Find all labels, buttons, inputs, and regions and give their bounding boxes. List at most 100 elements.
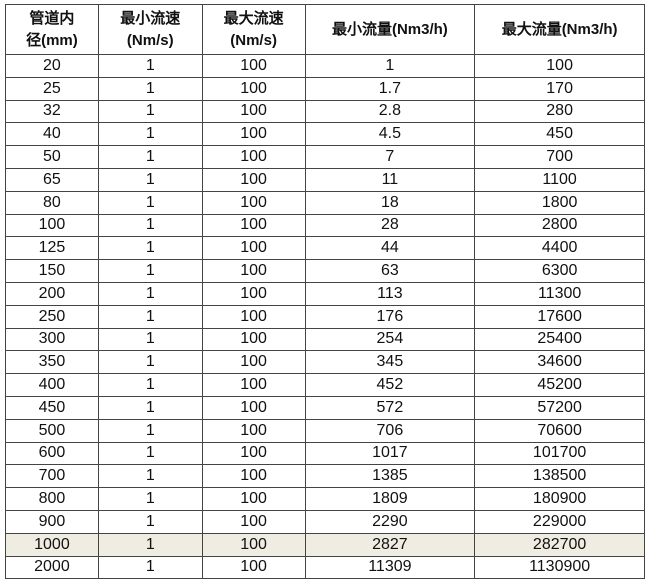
flow-rate-table: 管道内 径(mm) 最小流速 (Nm/s) 最大流速 (Nm/s) 最小流量(Nm3/h) 最… bbox=[5, 4, 645, 580]
cell-min-flow: 345 bbox=[304, 350, 476, 375]
header-text: 管道内 bbox=[29, 9, 75, 27]
cell-max-flow: 34600 bbox=[474, 350, 645, 375]
cell-max-flow: 2800 bbox=[474, 213, 645, 238]
cell-min-flow: 1385 bbox=[304, 464, 476, 489]
cell-max-velocity: 100 bbox=[201, 122, 306, 147]
cell-max-velocity: 100 bbox=[201, 532, 306, 557]
cell-max-velocity: 100 bbox=[201, 441, 306, 466]
cell-pipe-diameter: 800 bbox=[5, 487, 99, 511]
header-text: 最大流量(Nm3/h) bbox=[501, 20, 618, 38]
table-row: 400 1 100 452 45200 bbox=[5, 373, 645, 397]
header-text: 最小流速 bbox=[120, 9, 181, 27]
cell-max-velocity: 100 bbox=[201, 327, 306, 352]
cell-min-velocity: 1 bbox=[97, 395, 203, 420]
cell-max-flow: 25400 bbox=[474, 327, 645, 352]
cell-max-flow: 700 bbox=[474, 145, 645, 169]
cell-pipe-diameter: 200 bbox=[5, 281, 99, 306]
cell-max-flow: 282700 bbox=[474, 532, 645, 557]
table-row: 150 1 100 63 6300 bbox=[5, 259, 645, 283]
cell-min-velocity: 1 bbox=[97, 464, 203, 489]
cell-min-flow: 254 bbox=[304, 327, 476, 352]
cell-pipe-diameter: 32 bbox=[5, 99, 99, 124]
cell-max-flow: 1130900 bbox=[474, 555, 645, 580]
cell-max-flow: 4400 bbox=[474, 236, 645, 261]
cell-min-velocity: 1 bbox=[97, 418, 203, 443]
cell-pipe-diameter: 400 bbox=[5, 373, 99, 397]
cell-min-flow: 63 bbox=[304, 259, 476, 283]
table-row: 50 1 100 7 700 bbox=[5, 145, 645, 169]
header-row: 管道内 径(mm) 最小流速 (Nm/s) 最大流速 (Nm/s) 最小流量(Nm3/h) 最… bbox=[5, 4, 645, 55]
table-row: 1000 1 100 2827 282700 bbox=[5, 532, 645, 557]
cell-min-flow: 1017 bbox=[304, 441, 476, 466]
cell-min-flow: 176 bbox=[304, 304, 476, 329]
cell-max-flow: 11300 bbox=[474, 281, 645, 306]
cell-max-flow: 6300 bbox=[474, 259, 645, 283]
cell-pipe-diameter: 250 bbox=[5, 304, 99, 329]
cell-pipe-diameter: 125 bbox=[5, 236, 99, 261]
header-text: 最大流速 bbox=[223, 9, 284, 27]
table-row: 500 1 100 706 70600 bbox=[5, 418, 645, 443]
cell-min-flow: 44 bbox=[304, 236, 476, 261]
table-row: 125 1 100 44 4400 bbox=[5, 236, 645, 261]
cell-max-velocity: 100 bbox=[201, 167, 306, 192]
table-row: 20 1 100 1 100 bbox=[5, 54, 645, 78]
table-row: 700 1 100 1385 138500 bbox=[5, 464, 645, 489]
cell-max-flow: 229000 bbox=[474, 509, 645, 534]
cell-pipe-diameter: 20 bbox=[5, 54, 99, 78]
table-row: 40 1 100 4.5 450 bbox=[5, 122, 645, 147]
cell-min-flow: 18 bbox=[304, 190, 476, 215]
cell-min-flow: 2290 bbox=[304, 509, 476, 534]
cell-min-velocity: 1 bbox=[97, 487, 203, 511]
header-max-flow: 最大流量(Nm3/h) bbox=[474, 4, 645, 55]
cell-pipe-diameter: 600 bbox=[5, 441, 99, 466]
cell-min-velocity: 1 bbox=[97, 555, 203, 580]
cell-max-velocity: 100 bbox=[201, 555, 306, 580]
table-row: 2000 1 100 11309 1130900 bbox=[5, 555, 645, 580]
cell-max-velocity: 100 bbox=[201, 509, 306, 534]
cell-pipe-diameter: 80 bbox=[5, 190, 99, 215]
cell-max-flow: 57200 bbox=[474, 395, 645, 420]
cell-min-velocity: 1 bbox=[97, 236, 203, 261]
cell-max-flow: 17600 bbox=[474, 304, 645, 329]
cell-pipe-diameter: 450 bbox=[5, 395, 99, 420]
cell-max-flow: 1100 bbox=[474, 167, 645, 192]
table-row: 250 1 100 176 17600 bbox=[5, 304, 645, 329]
cell-pipe-diameter: 25 bbox=[5, 76, 99, 101]
cell-max-flow: 1800 bbox=[474, 190, 645, 215]
cell-max-velocity: 100 bbox=[201, 487, 306, 511]
table-row: 800 1 100 1809 180900 bbox=[5, 487, 645, 511]
table-row: 350 1 100 345 34600 bbox=[5, 350, 645, 375]
header-min-flow: 最小流量(Nm3/h) bbox=[304, 4, 476, 55]
cell-max-velocity: 100 bbox=[201, 54, 306, 78]
table-row: 80 1 100 18 1800 bbox=[5, 190, 645, 215]
cell-min-velocity: 1 bbox=[97, 122, 203, 147]
cell-max-velocity: 100 bbox=[201, 213, 306, 238]
cell-min-velocity: 1 bbox=[97, 350, 203, 375]
table-row: 32 1 100 2.8 280 bbox=[5, 99, 645, 124]
cell-max-flow: 280 bbox=[474, 99, 645, 124]
cell-max-flow: 101700 bbox=[474, 441, 645, 466]
cell-min-velocity: 1 bbox=[97, 145, 203, 169]
header-min-velocity: 最小流速 (Nm/s) bbox=[97, 4, 203, 55]
cell-max-velocity: 100 bbox=[201, 99, 306, 124]
cell-min-velocity: 1 bbox=[97, 76, 203, 101]
cell-min-velocity: 1 bbox=[97, 190, 203, 215]
cell-min-flow: 7 bbox=[304, 145, 476, 169]
cell-min-flow: 1809 bbox=[304, 487, 476, 511]
cell-pipe-diameter: 700 bbox=[5, 464, 99, 489]
cell-min-flow: 572 bbox=[304, 395, 476, 420]
cell-max-velocity: 100 bbox=[201, 350, 306, 375]
cell-min-velocity: 1 bbox=[97, 327, 203, 352]
header-text: (Nm/s) bbox=[230, 31, 277, 49]
cell-min-velocity: 1 bbox=[97, 281, 203, 306]
table-row: 450 1 100 572 57200 bbox=[5, 395, 645, 420]
cell-max-flow: 450 bbox=[474, 122, 645, 147]
cell-max-velocity: 100 bbox=[201, 145, 306, 169]
cell-max-velocity: 100 bbox=[201, 190, 306, 215]
cell-max-velocity: 100 bbox=[201, 76, 306, 101]
cell-max-flow: 180900 bbox=[474, 487, 645, 511]
cell-min-flow: 2.8 bbox=[304, 99, 476, 124]
table-row: 900 1 100 2290 229000 bbox=[5, 509, 645, 534]
cell-max-velocity: 100 bbox=[201, 259, 306, 283]
header-text: 最小流量(Nm3/h) bbox=[331, 20, 448, 38]
